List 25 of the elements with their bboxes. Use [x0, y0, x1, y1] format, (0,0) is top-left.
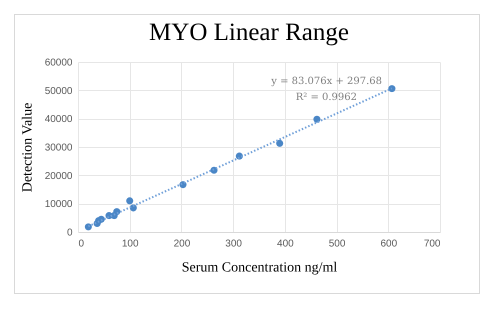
point: [313, 116, 320, 123]
x-tick-label: 700: [424, 238, 441, 250]
annotation: R² = 0.9962: [296, 92, 357, 103]
x-tick-label: 500: [328, 238, 346, 250]
x-tick-label: 200: [174, 238, 191, 250]
annotation: y = 83.076x + 297.68: [270, 76, 382, 87]
x-tick-label: 300: [225, 238, 242, 250]
x-axis-title: Serum Concentration ng/ml: [182, 260, 338, 276]
point: [126, 197, 134, 204]
point: [84, 223, 92, 230]
y-tick-label: 0: [66, 228, 73, 238]
y-tick-label: 10000: [44, 199, 73, 210]
y-tick-label: 40000: [44, 114, 73, 126]
chart-title: MYO Linear Range: [149, 19, 349, 46]
y-axis-title: Detection Value: [20, 102, 36, 192]
x-tick-label: 600: [380, 238, 398, 250]
y-tick-label: 50000: [44, 86, 73, 97]
y-tick-label: 30000: [44, 142, 73, 154]
x-tick-label: 400: [277, 238, 294, 250]
y-tick-label: 60000: [44, 58, 73, 68]
point: [388, 85, 396, 92]
y-tick-label: 20000: [44, 170, 73, 182]
x-tick-label: 0: [78, 238, 84, 250]
point: [276, 140, 284, 147]
x-tick-label: 100: [122, 238, 139, 250]
